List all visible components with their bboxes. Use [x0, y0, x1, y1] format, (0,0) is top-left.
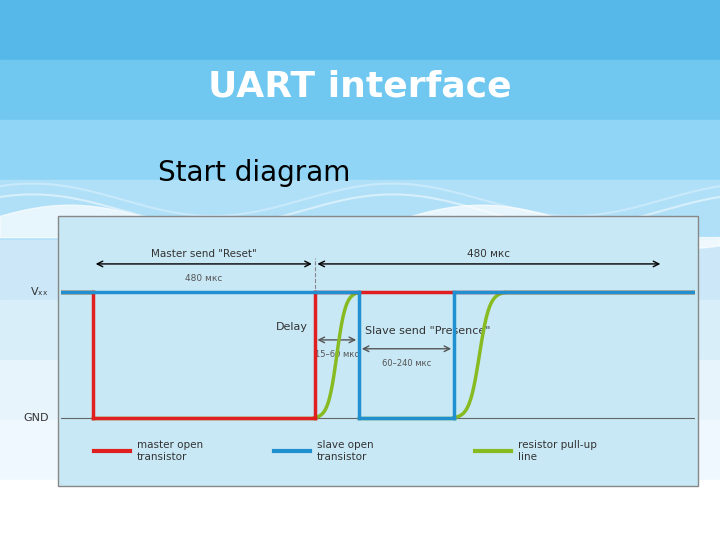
Bar — [0, 120, 720, 180]
Text: Slave send "Presence": Slave send "Presence" — [365, 326, 491, 336]
Bar — [0, 0, 720, 60]
Text: GND: GND — [23, 414, 48, 423]
Text: UART interface: UART interface — [208, 70, 512, 103]
Text: master open
transistor: master open transistor — [137, 440, 203, 462]
Bar — [0, 180, 720, 240]
Text: 15–60 мкс: 15–60 мкс — [315, 350, 359, 359]
Bar — [0, 240, 720, 300]
Text: Master send "Reset": Master send "Reset" — [151, 249, 256, 259]
Text: resistor pull-up
line: resistor pull-up line — [518, 440, 598, 462]
Text: 480 мкс: 480 мкс — [467, 249, 510, 259]
Text: Delay: Delay — [276, 322, 308, 332]
Text: Vₓₓ: Vₓₓ — [31, 287, 48, 297]
Bar — [58, 216, 698, 486]
Text: slave open
transistor: slave open transistor — [317, 440, 374, 462]
Polygon shape — [0, 205, 720, 248]
Bar — [0, 420, 720, 480]
Bar — [0, 360, 720, 420]
Bar — [0, 300, 720, 360]
Text: 480 мкс: 480 мкс — [185, 274, 222, 283]
Bar — [0, 60, 720, 120]
Text: 60–240 мкс: 60–240 мкс — [382, 359, 431, 368]
Bar — [0, 480, 720, 540]
Text: Start diagram: Start diagram — [158, 159, 351, 187]
